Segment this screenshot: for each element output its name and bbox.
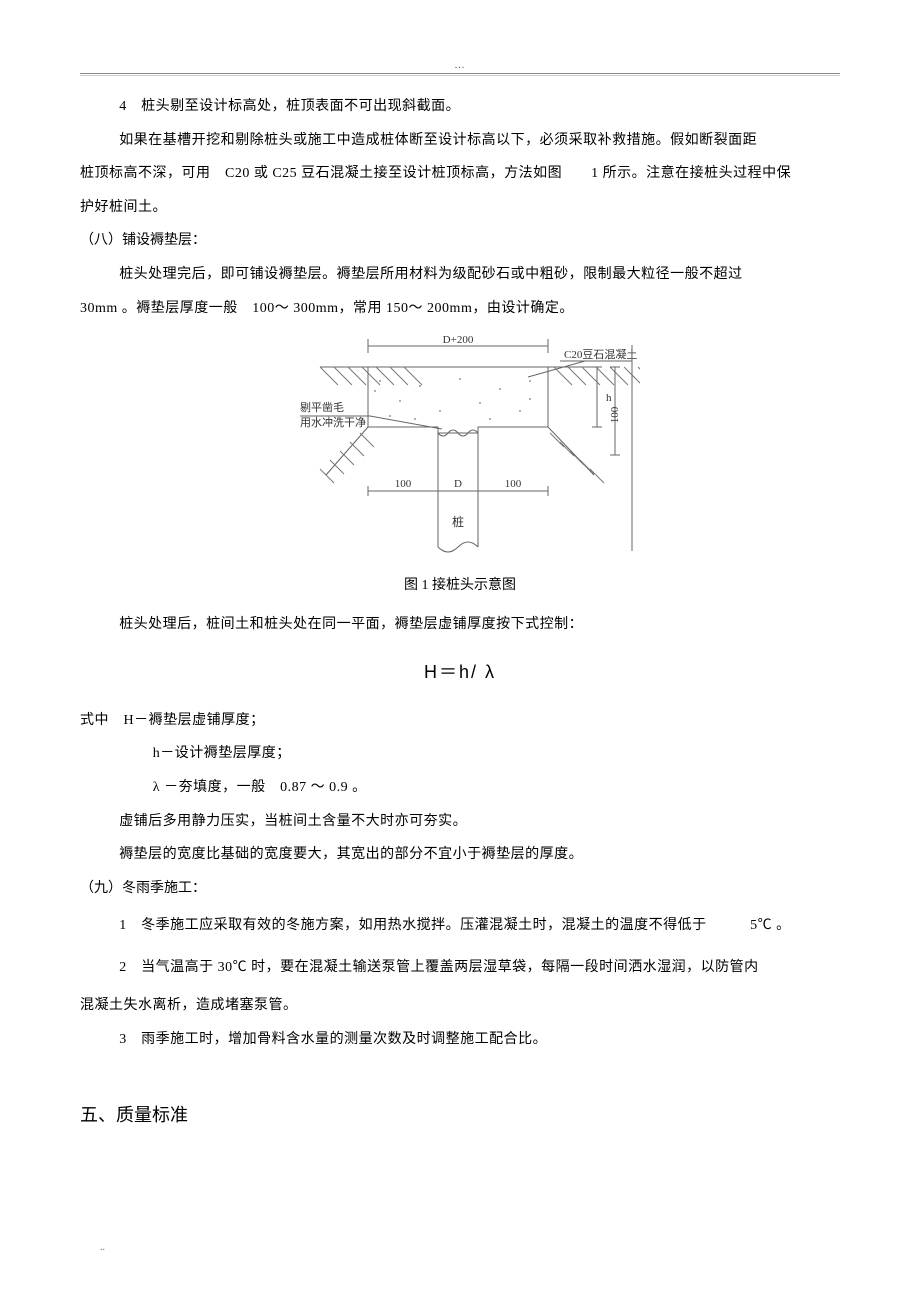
para-compaction: 虚铺后多用静力压实，当桩间土含量不大时亦可夯实。	[80, 805, 840, 839]
para-remedy-2: 桩顶标高不深，可用 C20 或 C25 豆石混凝土接至设计桩顶标高，方法如图 1…	[80, 157, 840, 191]
section-9-label: （九）冬雨季施工：	[80, 872, 840, 906]
figure-1: D+200 C20豆石混凝土剔平凿毛用水冲洗干净 h 100 100 D 100 桩	[80, 331, 840, 566]
formula-where-h: h－设计褥垫层厚度；	[80, 737, 840, 771]
formula-where-H: 式中 H－褥垫层虚铺厚度；	[80, 704, 840, 738]
section-8-label: （八）铺设褥垫层：	[80, 224, 840, 258]
para-winter-2b: 混凝土失水离析，造成堵塞泵管。	[80, 989, 840, 1023]
para-rain-3: 3 雨季施工时，增加骨料含水量的测量次数及时调整施工配合比。	[80, 1023, 840, 1057]
formula: H＝h/ λ	[80, 658, 840, 684]
para-4: 4 桩头剔至设计标高处，桩顶表面不可出现斜截面。	[80, 90, 840, 124]
svg-text:100: 100	[505, 478, 522, 490]
svg-text:桩: 桩	[452, 514, 464, 529]
svg-text:h: h	[606, 392, 612, 404]
para-winter-1: 1 冬季施工应采取有效的冬施方案，如用热水搅拌。压灌混凝土时，混凝土的温度不得低…	[80, 905, 840, 947]
para-remedy-2b: C20 或 C25 豆石混凝土接至设计桩顶标高，方法如图 1 所示。注意在接桩头…	[225, 166, 791, 181]
svg-text:100: 100	[395, 478, 412, 490]
header-ellipsis: ...	[80, 60, 840, 71]
svg-text:100: 100	[609, 406, 621, 423]
para-cushion-2: 30mm 。褥垫层厚度一般 100～ 300mm，常用 150～ 200mm，由…	[80, 292, 840, 326]
para-after-fig: 桩头处理后，桩间土和桩头处在同一平面，褥垫层虚铺厚度按下式控制：	[80, 608, 840, 642]
formula-where-lambda: λ －夯填度，一般 0.87 ～ 0.9 。	[80, 771, 840, 805]
para-remedy-2a: 桩顶标高不深，可用	[80, 166, 225, 181]
svg-text:D+200: D+200	[443, 334, 474, 346]
para-winter-2a: 2 当气温高于 30℃ 时，要在混凝土输送泵管上覆盖两层湿草袋，每隔一段时间洒水…	[80, 947, 840, 989]
svg-text:用水冲洗干净: 用水冲洗干净	[300, 415, 366, 429]
para-cushion-1: 桩头处理完后，即可铺设褥垫层。褥垫层所用材料为级配砂石或中粗砂，限制最大粒径一般…	[80, 258, 840, 292]
para-remedy-1: 如果在基槽开挖和剔除桩头或施工中造成桩体断至设计标高以下，必须采取补救措施。假如…	[80, 124, 840, 158]
para-remedy-3: 护好桩间土。	[80, 191, 840, 225]
header-rule-2	[80, 75, 840, 76]
figure-1-caption: 图 1 接桩头示意图	[80, 574, 840, 594]
footer-ellipsis: ..	[100, 1242, 105, 1253]
figure-1-svg: D+200 C20豆石混凝土剔平凿毛用水冲洗干净 h 100 100 D 100 桩	[280, 331, 640, 561]
header-rule-1	[80, 73, 840, 74]
para-width: 褥垫层的宽度比基础的宽度要大，其宽出的部分不宜小于褥垫层的厚度。	[80, 838, 840, 872]
svg-text:剔平凿毛: 剔平凿毛	[300, 401, 344, 414]
svg-text:D: D	[454, 478, 462, 490]
heading-5: 五、质量标准	[80, 1101, 840, 1127]
svg-text:C20豆石混凝土: C20豆石混凝土	[564, 347, 637, 361]
